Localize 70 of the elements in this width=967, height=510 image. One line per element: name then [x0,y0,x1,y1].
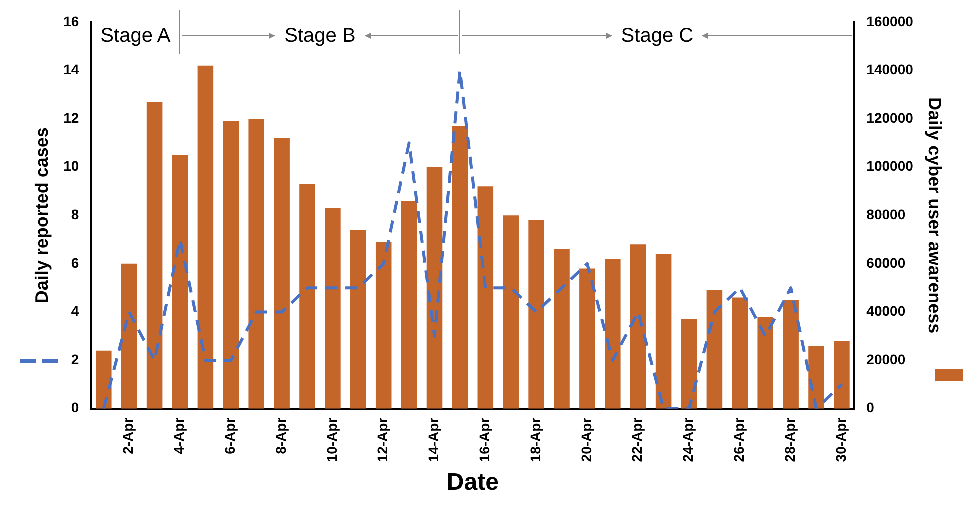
y-tick-label: 6 [71,254,80,271]
annotation: Stage C [620,24,695,48]
bar [274,138,290,409]
bar [630,244,646,409]
bar [172,155,188,409]
bar [376,242,392,409]
bar [681,319,698,409]
x-tick-label: 10-Apr [324,417,340,462]
y-tick-label: 12 [64,110,80,126]
line-series [102,69,844,409]
bar [808,346,824,409]
x-tick-label: 26-Apr [731,417,748,462]
x-tick-label: 24-Apr [680,417,696,462]
y-axis-title: Daily reported cases [32,128,52,304]
x-tick-label: 22-Apr [629,417,646,462]
y-tick-label: 4 [71,303,80,320]
y2-tick-label: 140000 [866,62,914,78]
bar [96,350,112,409]
bar [758,317,774,409]
x-tick-label: 4-Apr [171,417,188,454]
bar [656,254,672,409]
annotation: Stage A [100,25,171,48]
y-tick-label: 10 [64,158,80,174]
bar [401,201,418,409]
x-tick-label: 2-Apr [120,417,136,454]
bar [121,264,138,409]
y-tick-label: 0 [71,400,80,416]
bar [732,298,748,409]
bar [580,268,596,409]
y2-tick-label: 40000 [866,303,906,320]
y-tick-label: 14 [64,62,80,78]
bar [300,184,316,409]
x-tick-label: 28-Apr [782,417,798,462]
y-tick-label: 8 [71,206,80,222]
bar [503,216,519,409]
y2-tick-label: 120000 [866,110,914,126]
bar [325,208,341,409]
annotation: Stage B [284,24,357,48]
bar [783,300,799,409]
x-tick-label: 6-Apr [222,417,238,454]
bar [452,126,468,409]
y2-tick-label: 0 [866,400,875,416]
bar [554,249,570,409]
x-tick-label: 12-Apr [374,417,391,462]
y2-tick-label: 60000 [866,254,906,271]
bar [223,121,240,409]
y-tick-label: 16 [64,13,80,30]
bar [426,167,443,409]
x-axis-title: Date [446,469,499,496]
x-tick-label: 18-Apr [527,417,544,462]
bar [528,220,544,409]
bar [478,186,494,409]
bar [350,230,366,409]
x-tick-label: 8-Apr [272,417,289,454]
y2-tick-label: 160000 [866,13,914,30]
y-tick-label: 2 [71,351,80,368]
bar [834,341,850,409]
x-tick-label: 30-Apr [832,417,849,462]
bar [146,102,163,409]
y2-tick-label: 80000 [866,206,906,222]
x-tick-label: 20-Apr [578,417,594,462]
y2-tick-label: 20000 [866,351,906,368]
y2-tick-label: 100000 [866,158,914,174]
y2-axis-title: Daily cyber user awareness [925,98,946,334]
bar [248,119,264,409]
bar [605,259,621,409]
x-tick-label: 14-Apr [426,417,442,462]
bar [706,290,723,409]
x-tick-label: 16-Apr [476,417,493,462]
bar [198,66,214,409]
